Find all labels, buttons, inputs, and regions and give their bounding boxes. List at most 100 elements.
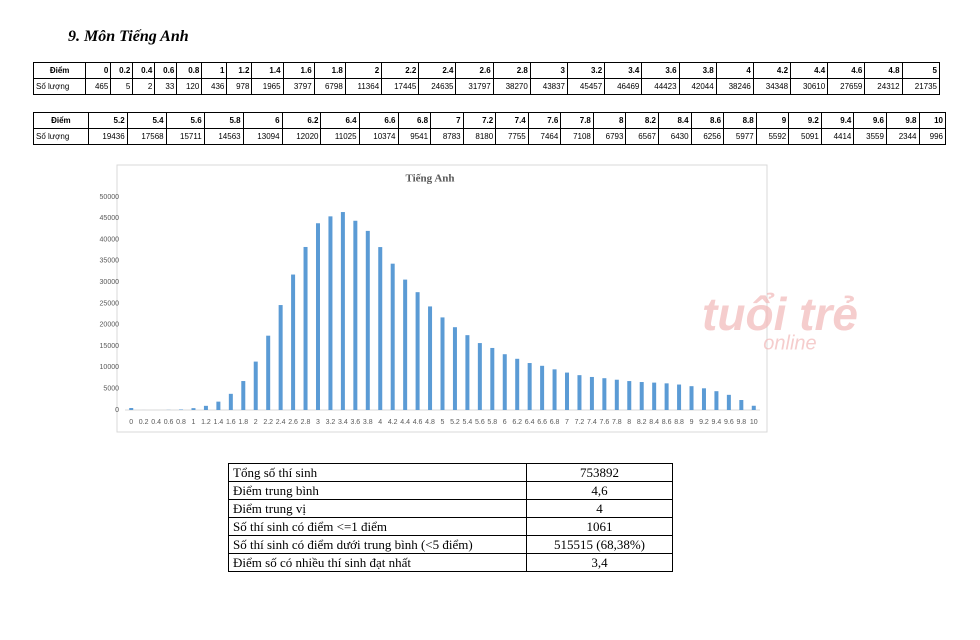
count-cell: 30610 [790,78,829,95]
bar [228,393,233,410]
count-cell: 1965 [251,78,284,95]
y-tick-label: 15000 [100,343,120,350]
x-tick-label: 0.2 [139,419,149,426]
table-row: Số thí sinh có điểm <=1 điểm 1061 [228,517,673,536]
y-tick-label: 50000 [100,194,120,201]
count-cell: 11364 [344,78,383,95]
x-tick-label: 6.2 [512,419,522,426]
bar [589,376,594,410]
x-tick-label: 1 [192,419,196,426]
bar [179,409,184,410]
bar [739,400,744,410]
summary-table: Tổng số thí sinh 753892 Điểm trung bình 4,6… [228,463,673,572]
y-tick-label: 45000 [100,215,120,222]
bar [540,365,545,410]
bar [614,379,619,410]
table-row: Tổng số thí sinh 753892 [228,463,673,482]
bar [353,220,358,410]
bar [527,363,532,410]
x-tick-label: 4.2 [388,419,398,426]
table-row: Điểm số có nhiều thí sinh đạt nhất 3,4 [228,553,673,572]
count-cell: 10374 [358,128,399,145]
value-cell: 753892 [526,463,673,482]
label-cell: Điểm trung vị [228,499,527,518]
x-tick-label: 5 [441,419,445,426]
bar [378,247,383,410]
count-cell: 46469 [604,78,643,95]
x-tick-label: 7.2 [575,419,585,426]
x-tick-label: 9.4 [712,419,722,426]
x-tick-label: 0.8 [176,419,186,426]
count-cell: 38246 [715,78,754,95]
row-header: Số lượng [33,128,89,145]
x-tick-label: 5.6 [475,419,485,426]
score-table: Điểm 0 0.2 0.4 0.6 0.8 1 1.2 1.4 1.6 1.8 2 2.2 2.4 2.6… [32,62,941,95]
x-tick-label: 6 [503,419,507,426]
count-cell: 4414 [820,128,855,145]
bar [652,382,657,410]
x-tick-label: 8.6 [662,419,672,426]
count-cell: 45457 [566,78,606,95]
bar [216,401,221,410]
bar [415,292,420,410]
bar [365,230,370,410]
value-cell: 4,6 [526,481,673,500]
x-tick-label: 5.4 [463,419,473,426]
bar [701,388,706,410]
y-tick-label: 20000 [100,322,120,329]
x-tick-label: 0.4 [151,419,161,426]
bar [726,394,731,410]
label-cell: Tổng số thí sinh [228,463,527,482]
score-table: Điểm 5.2 5.4 5.6 5.8 6 6.2 6.4 6.6 6.8 7 7.2 7.4 7.6 7… [33,112,946,145]
x-tick-label: 9.8 [736,419,746,426]
bar [315,223,320,410]
count-cell: 42044 [678,78,717,95]
x-tick-label: 0.6 [164,419,174,426]
x-tick-label: 7.8 [612,419,622,426]
watermark: online [763,332,816,354]
label-cell: Điểm số có nhiều thí sinh đạt nhất [228,553,527,572]
table-row: Số thí sinh có điểm dưới trung bình (<5 … [228,535,673,554]
count-cell: 8783 [430,128,464,145]
x-tick-label: 1.8 [238,419,248,426]
y-tick-label: 35000 [100,258,120,265]
x-tick-label: 6.4 [525,419,535,426]
bar [403,279,408,410]
bar [602,378,607,410]
bar [565,372,570,410]
table-row: Điểm 5.2 5.4 5.6 5.8 6 6.2 6.4 6.6 6.8 7 7.2 7.4 7.6 7… [33,112,946,129]
count-cell: 43837 [529,78,569,95]
label-cell: Số thí sinh có điểm <=1 điểm [228,517,527,536]
bar [266,335,271,410]
x-tick-label: 9 [690,419,694,426]
bar [714,391,719,410]
chart-title: Tiếng Anh [405,173,454,185]
x-tick-label: 1.4 [214,419,224,426]
x-tick-label: 5.2 [450,419,460,426]
x-tick-label: 4.4 [400,419,410,426]
x-tick-label: 0 [129,419,133,426]
y-tick-label: 0 [115,407,119,414]
bar [340,212,345,410]
x-tick-label: 8.4 [649,419,659,426]
bar [291,274,296,410]
count-cell: 978 [226,78,253,95]
x-tick-label: 7.4 [587,419,597,426]
bar [440,317,445,410]
count-cell: 27659 [827,78,866,95]
bar [552,369,557,410]
y-tick-label: 5000 [103,386,119,393]
bar [689,386,694,410]
y-tick-label: 10000 [100,364,120,371]
bar [428,306,433,410]
x-tick-label: 2 [254,419,258,426]
y-tick-label: 25000 [100,300,120,307]
value-cell: 1061 [526,517,673,536]
x-tick-label: 9.6 [724,419,734,426]
count-cell: 33 [154,78,178,95]
count-cell: 24635 [418,78,457,95]
label-cell: Điểm trung bình [228,481,527,500]
count-cell: 996 [918,128,946,145]
bar [328,216,333,410]
